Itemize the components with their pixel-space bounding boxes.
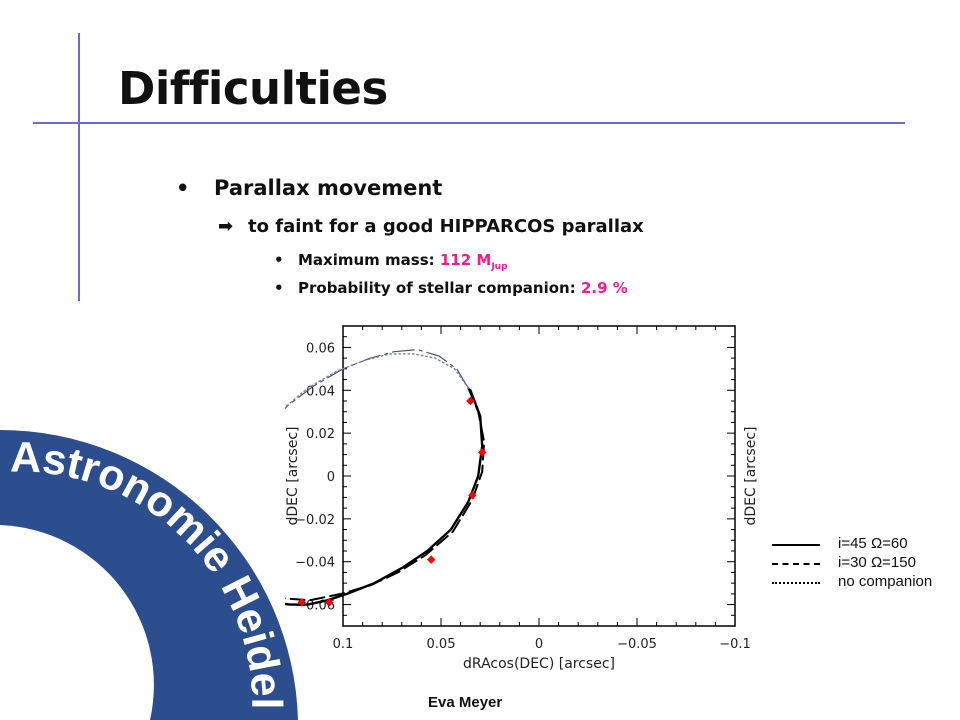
- probability-value: 2.9 %: [580, 279, 628, 297]
- mass-value: 112 M: [439, 251, 492, 269]
- tick-marks: [342, 325, 736, 627]
- y-axis-label-right: dDEC [arcsec]: [743, 427, 759, 526]
- x-tick-label: 0.05: [427, 637, 456, 652]
- bullet-label: Maximum mass:: [298, 251, 440, 269]
- y-tick-label: 0.04: [306, 384, 335, 399]
- legend-line-dotted: [772, 582, 820, 584]
- x-tick-label: 0: [535, 637, 543, 652]
- data-point: [325, 598, 334, 607]
- maximum-mass-value: 112 MJup: [439, 251, 508, 272]
- plot-frame: [342, 325, 736, 627]
- y-tick-label: 0: [327, 470, 335, 485]
- orbit-series-dotted: [285, 353, 470, 409]
- y-tick-label: 0.02: [306, 427, 335, 442]
- legend-label: i=30 Ω=150: [838, 554, 916, 571]
- y-axis-label-left: dDEC [arcsec]: [285, 427, 301, 526]
- legend-label: i=45 Ω=60: [838, 535, 908, 552]
- data-point: [466, 396, 475, 406]
- data-point: [426, 555, 436, 564]
- data-point: [477, 448, 487, 457]
- legend-line-dashed: [772, 563, 820, 565]
- y-tick-label: −0.04: [295, 556, 335, 571]
- x-axis-label: dRAcos(DEC) [arcsec]: [463, 656, 615, 670]
- bullet-label: Probability of stellar companion:: [298, 279, 581, 297]
- author-footer: Eva Meyer: [428, 694, 503, 711]
- bullet-text: Parallax movement: [214, 176, 443, 200]
- y-tick-label: 0.06: [306, 341, 335, 356]
- bullet-maximum-mass: • Maximum mass: 112 MJup: [274, 251, 508, 272]
- x-tick-labels: 0.1 0.05 0 −0.05 −0.1: [333, 637, 751, 652]
- arrow-icon: ➡: [218, 216, 234, 237]
- slide-title: Difficulties: [118, 62, 388, 115]
- x-tick-label: 0.1: [333, 637, 354, 652]
- orbit-series-solid: [285, 389, 484, 606]
- bullet-marker: •: [274, 251, 284, 269]
- bullet-probability: • Probability of stellar companion: 2.9 %: [274, 279, 628, 297]
- mass-unit-subscript: Jup: [491, 262, 508, 272]
- data-points: [297, 396, 487, 607]
- horizontal-rule: [33, 122, 905, 124]
- vertical-rule: [78, 33, 80, 301]
- x-tick-label: −0.1: [719, 637, 751, 652]
- data-point: [468, 491, 477, 500]
- data-point: [297, 598, 307, 607]
- y-tick-label: −0.02: [295, 513, 335, 528]
- bullet-marker: •: [176, 176, 190, 200]
- legend-line-solid: [772, 544, 820, 546]
- orbit-chart: 0.1 0.05 0 −0.05 −0.1 0.06 0.04 0.02 0 −0.02 −0.0…: [285, 325, 759, 670]
- x-tick-label: −0.05: [617, 637, 657, 652]
- y-tick-labels: 0.060.040.020−0.02−0.04−0.06: [295, 341, 335, 613]
- bullet-text: to faint for a good HIPPARCOS parallax: [248, 216, 644, 237]
- logo-bar: [0, 580, 40, 720]
- bullet-hipparcos: ➡ to faint for a good HIPPARCOS parallax: [218, 216, 644, 237]
- bullet-marker: •: [274, 279, 284, 297]
- astronomie-heidelberg-logo: Astronomie Heidelberg: [0, 430, 298, 720]
- legend-label: no companion: [838, 573, 933, 590]
